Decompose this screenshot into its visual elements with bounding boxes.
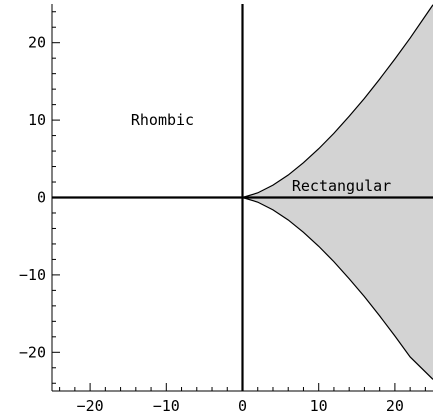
lower-boundary-curve xyxy=(242,196,433,380)
y-tick-label: 20 xyxy=(28,34,46,52)
y-tick-label: −20 xyxy=(19,343,46,361)
region-layer xyxy=(242,4,433,380)
axes-layer xyxy=(51,4,433,392)
x-tick-label: −20 xyxy=(77,397,104,415)
x-tick-label: 20 xyxy=(386,397,404,415)
x-tick-label: 10 xyxy=(310,397,328,415)
y-tick-label: −10 xyxy=(19,266,46,284)
x-tick-label: 0 xyxy=(238,397,247,415)
ticks-layer xyxy=(52,11,426,391)
rectangular-region xyxy=(242,4,433,380)
labels-layer: −20 −10 0 10 20 −20 −10 0 10 20 Rhombic Rectangular xyxy=(19,34,404,415)
region-annotation: Rhombic xyxy=(131,111,194,129)
y-tick-label: 10 xyxy=(28,111,46,129)
region-annotation: Rectangular xyxy=(292,177,391,195)
x-tick-label: −10 xyxy=(153,397,180,415)
upper-boundary-curve xyxy=(242,4,433,199)
y-tick-label: 0 xyxy=(37,189,46,207)
